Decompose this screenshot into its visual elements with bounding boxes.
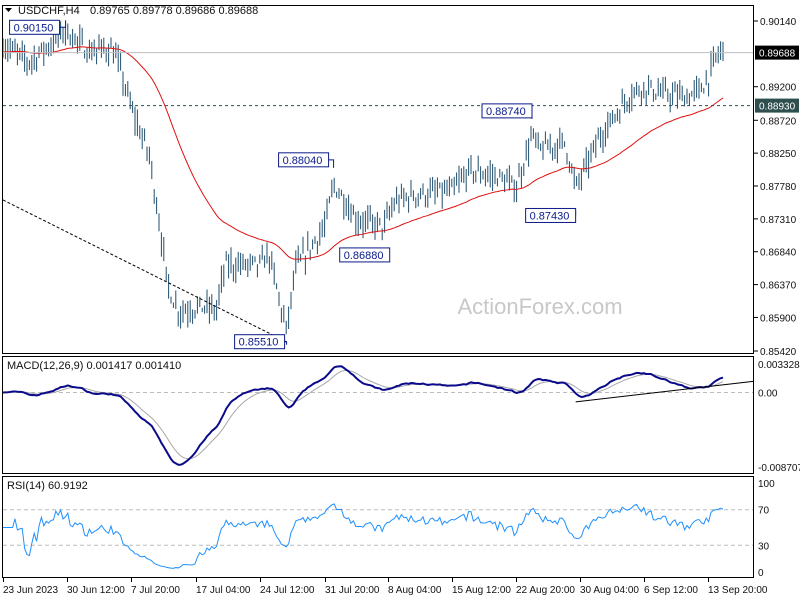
annotation-box bbox=[278, 152, 330, 168]
annotation-leader bbox=[59, 20, 67, 28]
rsi-y-label: 30 bbox=[758, 541, 770, 552]
x-tick-label: 23 Jun 2023 bbox=[3, 585, 58, 596]
annotation-leader bbox=[328, 159, 335, 168]
annotation-label: 0.90150 bbox=[14, 22, 54, 34]
macd-y-label: 0.003328 bbox=[758, 360, 800, 371]
annotation-leader bbox=[284, 341, 288, 345]
rsi-y-label: 100 bbox=[758, 479, 775, 490]
annotation-label: 0.85510 bbox=[239, 337, 279, 349]
level-price-tag bbox=[755, 98, 799, 113]
y-tick-label: 0.85420 bbox=[760, 347, 797, 358]
y-tick-label: 0.88720 bbox=[760, 116, 797, 127]
macd-trendline bbox=[575, 380, 754, 403]
x-tick-label: 30 Aug 04:00 bbox=[580, 585, 639, 596]
annotation-label: 0.88740 bbox=[486, 106, 526, 118]
y-tick-label: 0.87780 bbox=[760, 182, 797, 193]
rsi-title: RSI(14) 60.9192 bbox=[7, 480, 88, 492]
macd-panel bbox=[2, 356, 754, 474]
current-price-tag-label: 0.89688 bbox=[759, 49, 796, 60]
annotation-label: 0.88040 bbox=[283, 155, 323, 167]
x-tick-label: 13 Sep 20:00 bbox=[708, 585, 768, 596]
rsi-panel bbox=[2, 476, 754, 578]
y-tick-label: 0.85900 bbox=[760, 313, 797, 324]
x-tick-label: 24 Jul 12:00 bbox=[260, 585, 315, 596]
ohlc-values: 0.89765 0.89778 0.89686 0.89688 bbox=[90, 5, 258, 17]
x-tick-label: 22 Aug 20:00 bbox=[516, 585, 575, 596]
y-tick-label: 0.86840 bbox=[760, 248, 797, 259]
macd-title: MACD(12,26,9) 0.001417 0.001410 bbox=[7, 360, 181, 372]
y-tick-label: 0.87310 bbox=[760, 215, 797, 226]
annotation-box bbox=[525, 207, 577, 223]
x-tick-label: 6 Sep 12:00 bbox=[644, 585, 698, 596]
x-tick-label: 17 Jul 04:00 bbox=[196, 585, 251, 596]
annotation-box bbox=[9, 19, 61, 35]
macd-signal-line bbox=[2, 369, 724, 460]
x-tick-label: 8 Aug 04:00 bbox=[388, 585, 442, 596]
x-tick-label: 15 Aug 12:00 bbox=[452, 585, 511, 596]
rsi-y-label: 0 bbox=[758, 568, 764, 579]
trendline bbox=[2, 199, 287, 343]
annotation-box bbox=[339, 247, 391, 263]
rsi-y-label: 70 bbox=[758, 506, 770, 517]
annotation-box bbox=[481, 103, 533, 119]
symbol-label: USDCHF,H4 bbox=[18, 5, 80, 17]
price-panel bbox=[2, 5, 754, 354]
y-tick-label: 0.90140 bbox=[760, 17, 797, 28]
y-tick-label: 0.89200 bbox=[760, 83, 797, 94]
x-tick-label: 31 Jul 20:00 bbox=[325, 585, 380, 596]
current-price-tag bbox=[755, 45, 799, 60]
annotation-label: 0.86880 bbox=[344, 250, 384, 262]
macd-y-label: -0.008707 bbox=[758, 463, 800, 474]
x-tick-label: 7 Jul 20:00 bbox=[131, 585, 180, 596]
collapse-triangle-icon[interactable] bbox=[5, 8, 12, 12]
x-tick-label: 30 Jun 12:00 bbox=[67, 585, 125, 596]
annotation-label: 0.87430 bbox=[530, 210, 570, 222]
y-tick-label: 0.86370 bbox=[760, 281, 797, 292]
watermark: ActionForex.com bbox=[457, 294, 622, 319]
rsi-line bbox=[3, 503, 724, 569]
macd-line bbox=[2, 365, 724, 466]
level-price-tag-label: 0.88930 bbox=[759, 102, 796, 113]
moving-average-line bbox=[2, 46, 724, 260]
macd-y-label: 0.00 bbox=[758, 388, 778, 399]
annotation-box bbox=[234, 334, 286, 350]
y-tick-label: 0.88250 bbox=[760, 149, 797, 160]
